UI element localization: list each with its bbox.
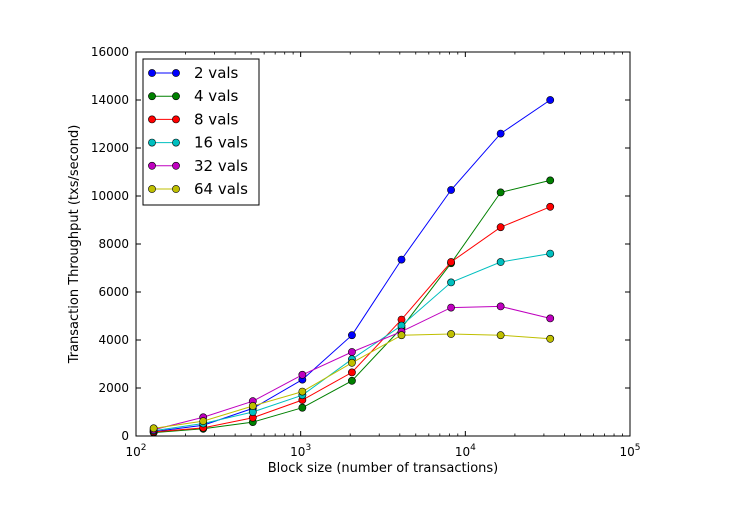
- data-point: [496, 258, 505, 266]
- legend-marker: [172, 185, 180, 193]
- series-16-vals: [149, 249, 555, 435]
- y-tick-label: 2000: [98, 381, 129, 395]
- legend-label: 8 vals: [194, 110, 239, 128]
- data-point: [447, 330, 455, 338]
- series-line-16-vals: [153, 253, 551, 432]
- data-point: [447, 303, 455, 312]
- data-point: [149, 424, 158, 433]
- x-tick-label: 104: [455, 443, 476, 459]
- legend-label: 2 vals: [194, 64, 239, 82]
- data-point: [546, 249, 555, 258]
- data-point: [496, 129, 505, 138]
- legend-marker: [172, 161, 180, 170]
- y-tick-label: 0: [121, 429, 129, 443]
- x-tick-label: 103: [290, 443, 311, 459]
- y-tick-label: 4000: [98, 333, 129, 347]
- data-point: [546, 334, 555, 343]
- data-point: [546, 96, 555, 104]
- data-point: [447, 278, 455, 287]
- series-32-vals: [149, 302, 555, 434]
- legend-marker: [148, 115, 156, 124]
- legend-marker: [172, 92, 180, 101]
- legend-item-32-vals: 32 vals: [148, 157, 248, 175]
- data-point: [447, 258, 455, 266]
- data-point: [496, 223, 505, 232]
- legend-item-4-vals: 4 vals: [148, 87, 239, 105]
- legend-marker: [172, 138, 180, 147]
- legend-marker: [148, 185, 156, 193]
- x-axis-label: Block size (number of transactions): [268, 461, 499, 476]
- legend-item-8-vals: 8 vals: [148, 110, 239, 128]
- data-point: [397, 255, 406, 264]
- y-tick-label: 6000: [98, 285, 129, 299]
- legend-marker: [148, 138, 156, 147]
- data-point: [397, 331, 406, 340]
- x-tick-label: 105: [619, 443, 640, 459]
- legend: 2 vals 4 vals 8 vals 16 vals 32 vals 64 vals: [142, 58, 260, 206]
- y-tick-label: 16000: [91, 45, 129, 59]
- series-8-vals: [149, 202, 555, 436]
- y-tick-label: 14000: [91, 93, 129, 107]
- legend-marker: [172, 69, 180, 77]
- legend-label: 4 vals: [194, 87, 239, 105]
- data-point: [298, 387, 307, 396]
- x-tick-label: 102: [125, 443, 146, 459]
- data-point: [348, 358, 356, 367]
- legend-frame: [142, 58, 260, 206]
- series-layer: [149, 96, 555, 437]
- data-point: [348, 331, 356, 340]
- legend-item-2-vals: 2 vals: [148, 64, 239, 82]
- series-line-8-vals: [153, 206, 551, 433]
- legend-marker: [148, 161, 156, 170]
- legend-item-16-vals: 16 vals: [148, 134, 248, 152]
- data-point: [546, 202, 555, 211]
- legend-marker: [172, 115, 180, 124]
- data-point: [546, 176, 555, 185]
- data-point: [298, 370, 307, 379]
- legend-marker: [148, 69, 156, 77]
- data-point: [298, 403, 307, 412]
- data-point: [447, 186, 455, 194]
- data-point: [496, 331, 505, 340]
- data-point: [348, 348, 356, 356]
- y-tick-label: 8000: [98, 237, 129, 251]
- legend-items: 2 vals 4 vals 8 vals 16 vals 32 vals 64 vals: [148, 64, 248, 198]
- data-point: [199, 417, 208, 426]
- data-point: [496, 302, 505, 311]
- data-point: [496, 188, 505, 197]
- data-point: [546, 314, 555, 323]
- data-point: [348, 368, 356, 377]
- legend-marker: [148, 92, 156, 101]
- series-line-32-vals: [153, 305, 551, 431]
- legend-label: 32 vals: [194, 157, 248, 175]
- y-axis-label: Transaction Throughput (txs/second): [67, 125, 82, 365]
- y-tick-label: 12000: [91, 141, 129, 155]
- legend-item-64-vals: 64 vals: [148, 180, 248, 198]
- ticks-layer: 102 103 104 105 0 2000 4000 6000 8000 10000 12000 1…: [91, 45, 641, 459]
- legend-label: 16 vals: [194, 134, 248, 152]
- data-point: [248, 402, 257, 410]
- legend-label: 64 vals: [194, 180, 248, 198]
- y-tick-label: 10000: [91, 189, 129, 203]
- data-point: [348, 376, 356, 385]
- series-64-vals: [149, 330, 555, 433]
